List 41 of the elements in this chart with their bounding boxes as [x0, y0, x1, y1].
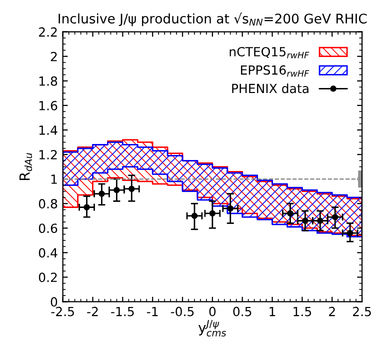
y-tick-label: 1.8 — [39, 76, 58, 86]
point — [191, 212, 198, 219]
point — [227, 205, 234, 212]
point — [287, 210, 294, 217]
chart-title: Inclusive J/ψ production at √s$_{NN}$=200 GeV RHIC — [58, 12, 367, 26]
point — [332, 214, 338, 220]
y-tick-label: 1 — [51, 174, 57, 184]
point — [128, 186, 135, 192]
x-tick-label: -1 — [146, 306, 158, 316]
y-tick-label: 0.4 — [38, 248, 58, 258]
point — [84, 204, 90, 210]
point — [302, 218, 308, 224]
x-tick-label: 2 — [329, 306, 335, 316]
point — [209, 210, 216, 217]
legend-label: nCTEQ15$_{rwHF}$ — [230, 46, 310, 58]
y-tick-label: 1.2 — [39, 150, 57, 160]
x-tick-label: 0 — [209, 306, 216, 316]
y-tick-label: 0 — [50, 297, 58, 307]
x-tick-label: 2.5 — [353, 306, 371, 316]
x-tick-label: -2 — [87, 306, 98, 316]
y-tick-label: 0.2 — [38, 272, 57, 282]
y-tick-label: 2.2 — [39, 27, 57, 37]
legend-label: PHENIX data — [232, 84, 308, 94]
point — [98, 190, 105, 197]
y-tick-label: 1.4 — [39, 126, 58, 135]
point — [114, 186, 120, 194]
x-tick-label: -1.5 — [111, 306, 134, 316]
x-tick-label: 1 — [270, 306, 276, 316]
point — [317, 218, 324, 224]
legend-label: EPPS16$_{rwHF}$ — [241, 65, 310, 77]
x-tick-label: 1.5 — [294, 306, 312, 316]
y-tick-label: 1.6 — [39, 100, 58, 110]
x-axis-title: y$^{J/ψ}$$_{cms}$ — [198, 320, 226, 336]
x-tick-label: -2.5 — [51, 306, 74, 316]
y-tick-label: 0.8 — [38, 199, 58, 208]
x-tick-label: -0.5 — [170, 306, 194, 316]
y-tick-label: 2 — [50, 52, 57, 62]
y-axis-title: R$_{dAu}$ — [20, 153, 32, 180]
x-tick-label: 0.5 — [233, 306, 252, 316]
y-tick-label: 0.6 — [38, 224, 58, 234]
point — [346, 230, 354, 236]
